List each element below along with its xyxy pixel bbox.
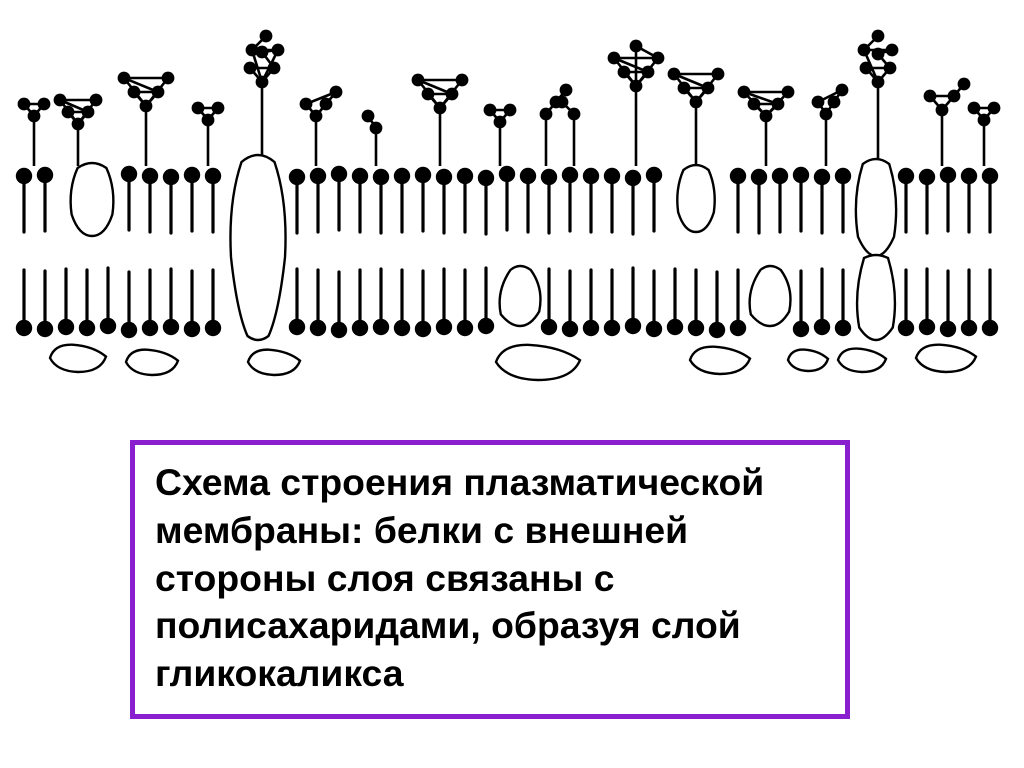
- caption-box: Схема строения плазматической мембраны: …: [130, 440, 850, 719]
- caption-text: Схема строения плазматической мембраны: …: [155, 459, 825, 698]
